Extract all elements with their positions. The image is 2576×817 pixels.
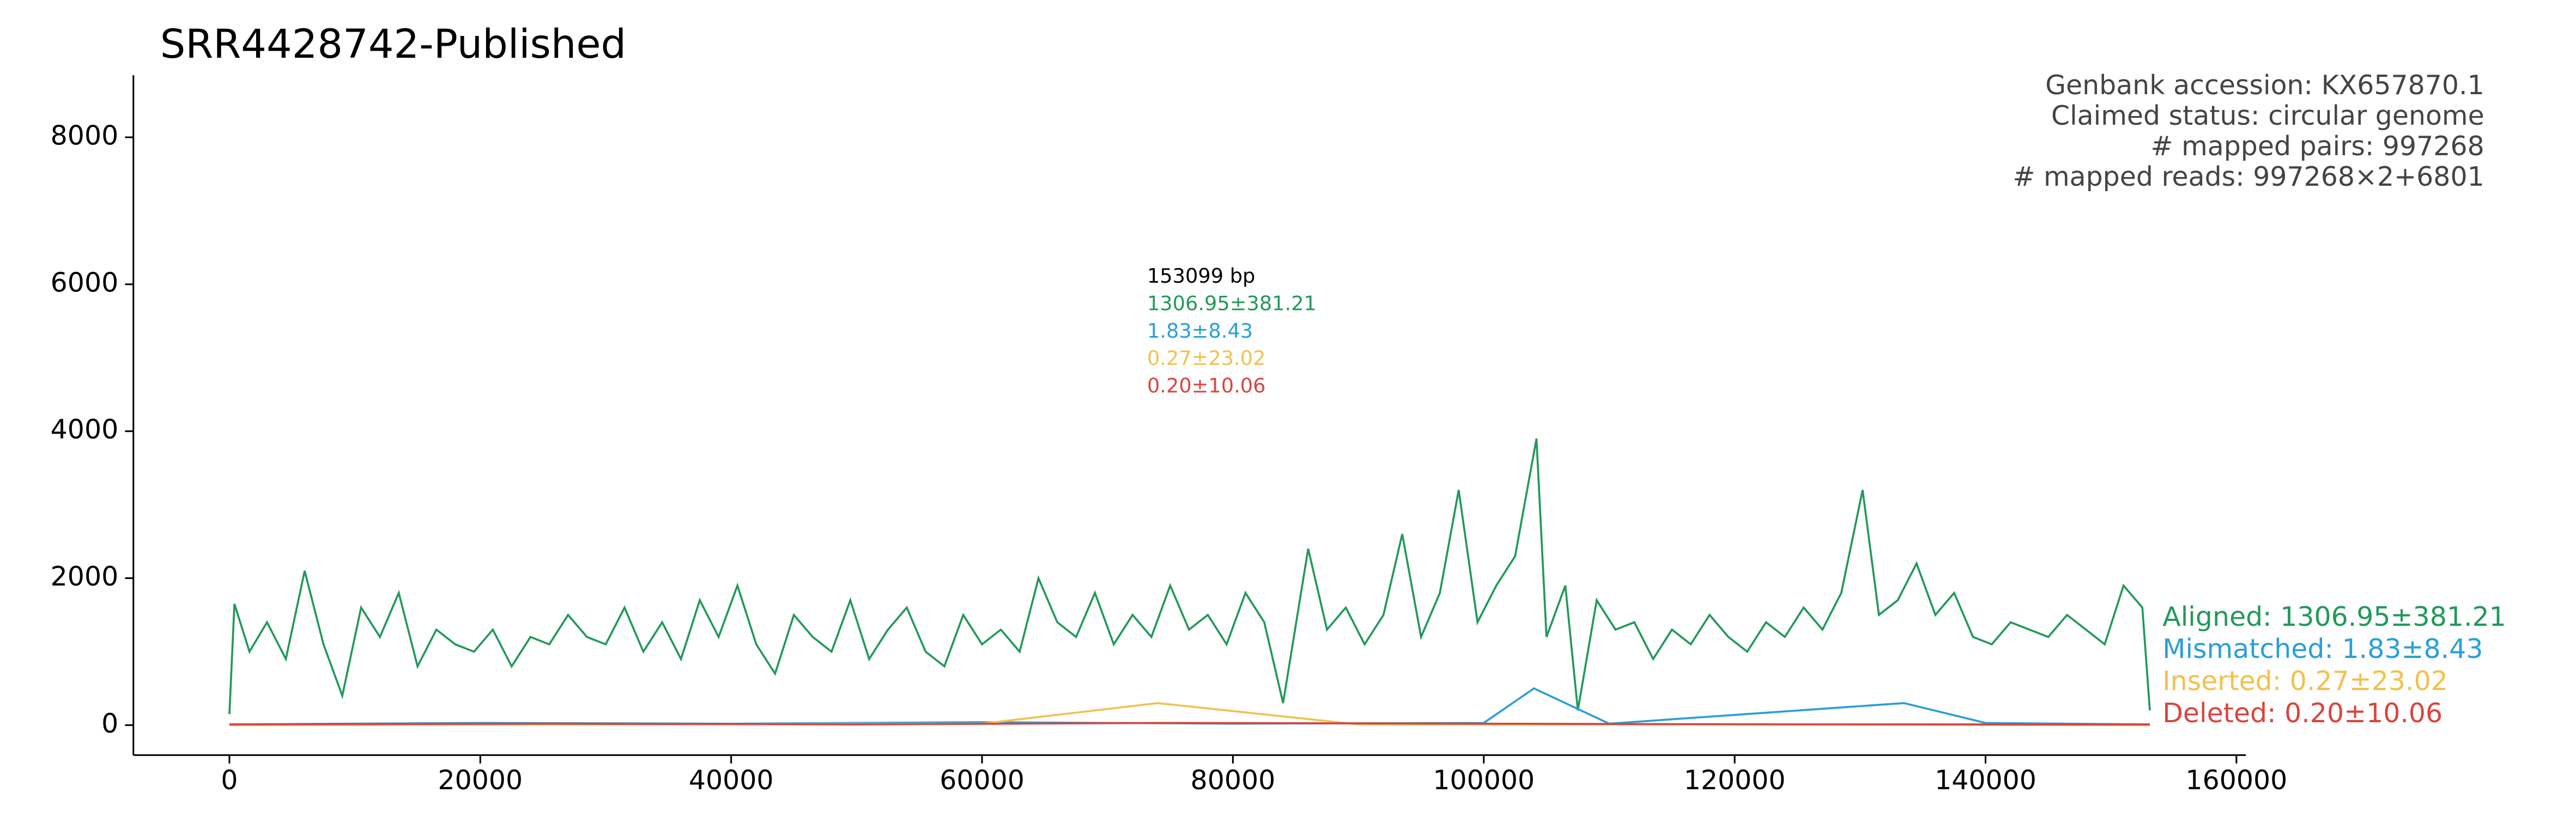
summary-line: 0.27±23.02 [1147,346,1266,370]
summary-line: 1.83±8.43 [1147,319,1253,343]
x-tick-label: 120000 [1684,765,1786,796]
y-tick-label: 6000 [51,267,119,298]
series-label: Inserted: 0.27±23.02 [2162,666,2448,697]
x-tick-label: 80000 [1191,765,1276,796]
y-tick-label: 4000 [51,414,119,445]
x-tick-label: 40000 [689,765,774,796]
x-tick-label: 0 [221,765,238,796]
x-tick-label: 20000 [438,765,523,796]
x-tick-label: 60000 [940,765,1025,796]
x-tick-label: 100000 [1433,765,1535,796]
info-line: # mapped pairs: 997268 [2151,131,2484,162]
series-line [229,722,2150,725]
chart-title: SRR4428742-Published [160,21,626,68]
info-line: Claimed status: circular genome [2051,100,2484,131]
summary-line: 0.20±10.06 [1147,374,1266,398]
series-label: Deleted: 0.20±10.06 [2162,698,2442,729]
y-tick-label: 0 [101,708,118,739]
y-tick-label: 8000 [51,120,119,151]
series-label: Mismatched: 1.83±8.43 [2162,633,2483,664]
series-label: Aligned: 1306.95±381.21 [2162,601,2506,632]
y-tick-label: 2000 [51,561,119,592]
summary-line: 153099 bp [1147,264,1255,288]
info-line: # mapped reads: 997268×2+6801 [2013,161,2484,192]
x-tick-label: 160000 [2185,765,2287,796]
x-tick-label: 140000 [1935,765,2036,796]
info-line: Genbank accession: KX657870.1 [2045,70,2484,101]
summary-line: 1306.95±381.21 [1147,291,1317,315]
series-line [228,438,2151,715]
